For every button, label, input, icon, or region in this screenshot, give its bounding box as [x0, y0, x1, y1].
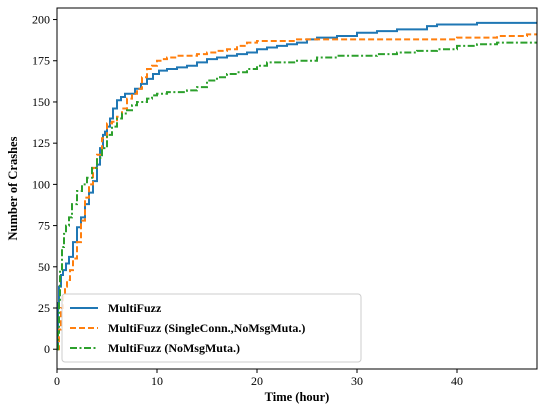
series-layer	[57, 21, 537, 351]
series-line-1	[57, 21, 537, 351]
legend-label-1: MultiFuzz	[108, 301, 162, 315]
ticks-layer: 0 10 20 30 40 0 25 50 75 100 125 150 175 200	[32, 13, 463, 388]
y-tick-label: 150	[32, 95, 50, 109]
x-tick-label: 30	[351, 374, 363, 388]
y-axis-label: Number of Crashes	[6, 136, 20, 240]
legend-box	[61, 293, 362, 363]
series-line-2	[57, 33, 537, 351]
x-tick-label: 20	[251, 374, 263, 388]
x-axis-label: Time (hour)	[265, 390, 330, 404]
axes-frame	[56, 7, 538, 370]
series-line-3	[57, 41, 537, 351]
legend: MultiFuzz MultiFuzz (SingleConn.,NoMsgMut…	[61, 293, 362, 363]
legend-label-3: MultiFuzz (NoMsgMuta.)	[108, 341, 240, 355]
x-tick-label: 0	[54, 374, 60, 388]
y-tick-label: 125	[32, 136, 50, 150]
legend-label-2: MultiFuzz (SingleConn.,NoMsgMuta.)	[108, 321, 305, 335]
y-tick-label: 25	[38, 301, 50, 315]
y-tick-label: 0	[44, 342, 50, 356]
y-tick-label: 50	[38, 260, 50, 274]
legend-items: MultiFuzz MultiFuzz (SingleConn.,NoMsgMut…	[70, 301, 305, 355]
y-tick-label: 175	[32, 54, 50, 68]
x-tick-label: 40	[451, 374, 463, 388]
y-tick-label: 200	[32, 13, 50, 27]
y-tick-label: 100	[32, 177, 50, 191]
x-tick-label: 10	[151, 374, 163, 388]
y-tick-label: 75	[38, 219, 50, 233]
